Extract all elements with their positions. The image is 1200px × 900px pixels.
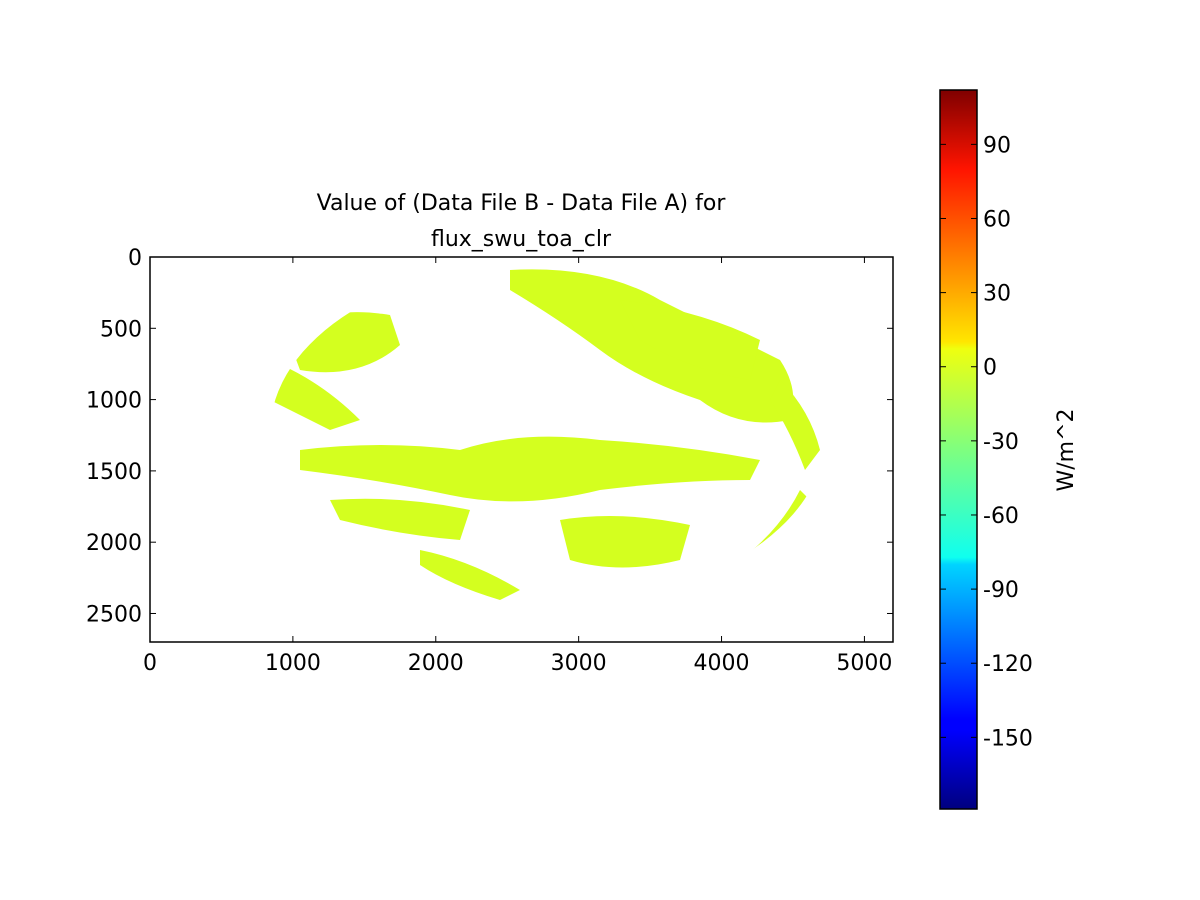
y-tick-label: 2500 [86,602,142,627]
data-region [330,498,470,540]
colorbar-tick-label: -150 [983,726,1033,751]
data-region [270,360,360,430]
chart-title: Value of (Data File B - Data File A) for [317,191,727,216]
data-region [740,490,810,580]
y-tick-label: 2000 [86,531,142,556]
colorbar-tick-label: 90 [983,133,1011,158]
y-tick-label: 0 [128,246,142,271]
colorbar-tick-label: 0 [983,356,997,381]
colorbar-tick-label: -30 [983,430,1019,455]
colorbar-tick-label: -90 [983,578,1019,603]
data-region [620,300,760,380]
x-tick-label: 0 [143,651,157,676]
x-tick-label: 5000 [836,651,892,676]
colorbar-tick-label: 30 [983,282,1011,307]
data-region [560,516,690,568]
data-region [285,312,400,373]
x-tick-label: 4000 [694,651,750,676]
data-region [300,436,760,502]
colorbar-tick-label: -120 [983,652,1033,677]
x-tick-label: 3000 [551,651,607,676]
data-field [270,269,820,600]
colorbar-tick-label: 60 [983,207,1011,232]
chart-title: flux_swu_toa_clr [431,227,612,252]
data-region [770,380,820,470]
x-tick-label: 1000 [265,651,321,676]
y-tick-label: 1500 [86,460,142,485]
y-tick-label: 500 [100,317,142,342]
colorbar [939,89,978,810]
colorbar-label: W/m^2 [1054,408,1079,491]
colorbar-tick-label: -60 [983,504,1019,529]
y-tick-label: 1000 [86,389,142,414]
x-tick-label: 2000 [408,651,464,676]
plot-frame [149,256,894,643]
data-region [420,550,520,600]
